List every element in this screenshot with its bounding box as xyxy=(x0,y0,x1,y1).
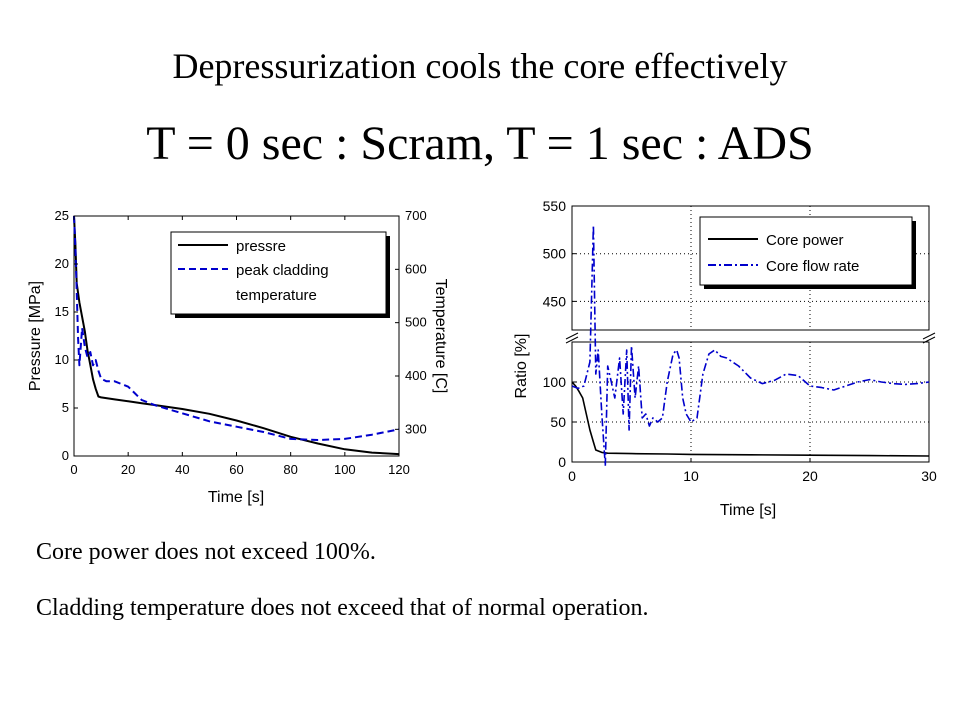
x-ticks-left: 0 20 40 60 80 100 120 xyxy=(70,216,410,477)
y2-tick-label: 700 xyxy=(405,208,427,223)
cladding-temperature-series-line xyxy=(73,215,400,441)
y-axis-label-left: Pressure [MPa] xyxy=(27,281,44,391)
y2-axis-label-left: Temperature [C] xyxy=(432,279,449,394)
x-tick-label: 30 xyxy=(921,468,937,484)
y2-ticks-left: 300 400 500 600 700 xyxy=(395,208,427,436)
x-axis-label-right: Time [s] xyxy=(720,502,776,519)
y-tick-label: 450 xyxy=(543,293,567,309)
y-tick-label: 50 xyxy=(550,414,566,430)
x-tick-label: 40 xyxy=(175,462,189,477)
series-lines-left xyxy=(73,215,400,456)
y-tick-label: 15 xyxy=(55,304,69,319)
y-tick-label: 25 xyxy=(55,208,69,223)
y-ticks-right: 450 500 550 0 50 100 xyxy=(543,198,576,470)
y-axis-label-right: Ratio [%] xyxy=(513,334,530,399)
note-cladding-temperature: Cladding temperature does not exceed tha… xyxy=(36,595,649,621)
x-tick-label: 10 xyxy=(683,468,699,484)
y-tick-label: 100 xyxy=(543,374,567,390)
pressure-series-line xyxy=(73,215,400,456)
y2-tick-label: 500 xyxy=(405,315,427,330)
y-tick-label: 20 xyxy=(55,256,69,271)
y-tick-label: 0 xyxy=(62,448,69,463)
slide-subtitle: Depressurization cools the core effectiv… xyxy=(172,46,788,86)
plot-frame-lower xyxy=(571,341,930,463)
legend-box xyxy=(699,216,913,286)
y-tick-label: 5 xyxy=(62,400,69,415)
legend-label-core-flow: Core flow rate xyxy=(766,258,859,275)
slide-title: T = 0 sec : Scram, T = 1 sec : ADS xyxy=(146,117,814,170)
x-tick-label: 80 xyxy=(283,462,297,477)
legend-right: Core power Core flow rate xyxy=(699,216,916,289)
legend-label-core-power: Core power xyxy=(766,232,844,249)
legend-label-pressure: pressre xyxy=(236,238,286,255)
x-tick-label: 20 xyxy=(121,462,135,477)
x-tick-label: 0 xyxy=(70,462,77,477)
legend-label-temperature: peak cladding temperature xyxy=(236,262,333,304)
y-ticks-left: 0 5 10 15 20 25 xyxy=(55,208,78,463)
note-core-power: Core power does not exceed 100%. xyxy=(36,539,376,565)
series-lines-right xyxy=(571,224,930,467)
y-tick-label: 10 xyxy=(55,352,69,367)
y-tick-label: 500 xyxy=(543,246,567,262)
legend-left: pressre peak cladding temperature xyxy=(170,231,390,318)
y2-tick-label: 300 xyxy=(405,421,427,436)
x-tick-label: 0 xyxy=(568,468,576,484)
core-power-series-line xyxy=(571,381,930,457)
x-tick-label: 60 xyxy=(229,462,243,477)
y2-tick-label: 400 xyxy=(405,368,427,383)
plot-frame-upper xyxy=(571,205,930,331)
core-flow-rate-series-line xyxy=(571,224,930,467)
axis-break-marks xyxy=(565,332,936,344)
y-tick-label: 0 xyxy=(558,454,566,470)
x-tick-label: 120 xyxy=(388,462,410,477)
pressure-temperature-chart: 0 20 40 60 80 100 120 0 5 10 15 20 25 300 400 500 600 7… xyxy=(27,208,449,506)
x-tick-label: 100 xyxy=(334,462,356,477)
y2-tick-label: 600 xyxy=(405,261,427,276)
y-tick-label: 550 xyxy=(543,198,567,214)
x-axis-label-left: Time [s] xyxy=(208,489,264,506)
ratio-chart: 0 10 20 30 450 500 550 0 50 100 Time [s] Ratio [… xyxy=(513,198,937,519)
x-ticks-right: 0 10 20 30 xyxy=(568,458,937,484)
x-tick-label: 20 xyxy=(802,468,818,484)
